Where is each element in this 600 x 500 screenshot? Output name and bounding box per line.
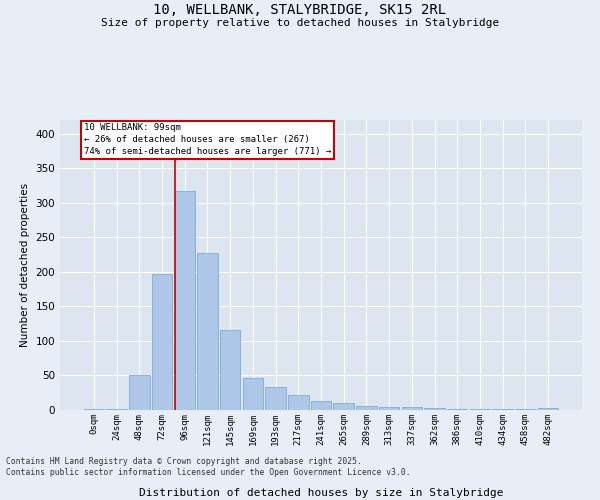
Text: Contains HM Land Registry data © Crown copyright and database right 2025.
Contai: Contains HM Land Registry data © Crown c… [6,458,410,477]
Bar [424,408,445,410]
Bar [538,408,558,410]
Text: 10, WELLBANK, STALYBRIDGE, SK15 2RL: 10, WELLBANK, STALYBRIDGE, SK15 2RL [154,2,446,16]
Y-axis label: Number of detached properties: Number of detached properties [20,183,30,347]
Bar [379,406,400,410]
Bar [356,406,377,410]
Bar [129,375,149,410]
Bar [197,254,218,410]
Bar [106,408,127,410]
Bar [311,401,331,410]
Text: 10 WELLBANK: 99sqm
← 26% of detached houses are smaller (267)
74% of semi-detach: 10 WELLBANK: 99sqm ← 26% of detached hou… [84,124,331,156]
Text: Size of property relative to detached houses in Stalybridge: Size of property relative to detached ho… [101,18,499,28]
Bar [334,403,354,410]
Bar [152,274,172,410]
Bar [175,191,195,410]
Bar [288,395,308,410]
Text: Distribution of detached houses by size in Stalybridge: Distribution of detached houses by size … [139,488,503,498]
Bar [242,378,263,410]
Bar [220,330,241,410]
Bar [84,408,104,410]
Bar [447,408,467,410]
Bar [265,386,286,410]
Bar [401,407,422,410]
